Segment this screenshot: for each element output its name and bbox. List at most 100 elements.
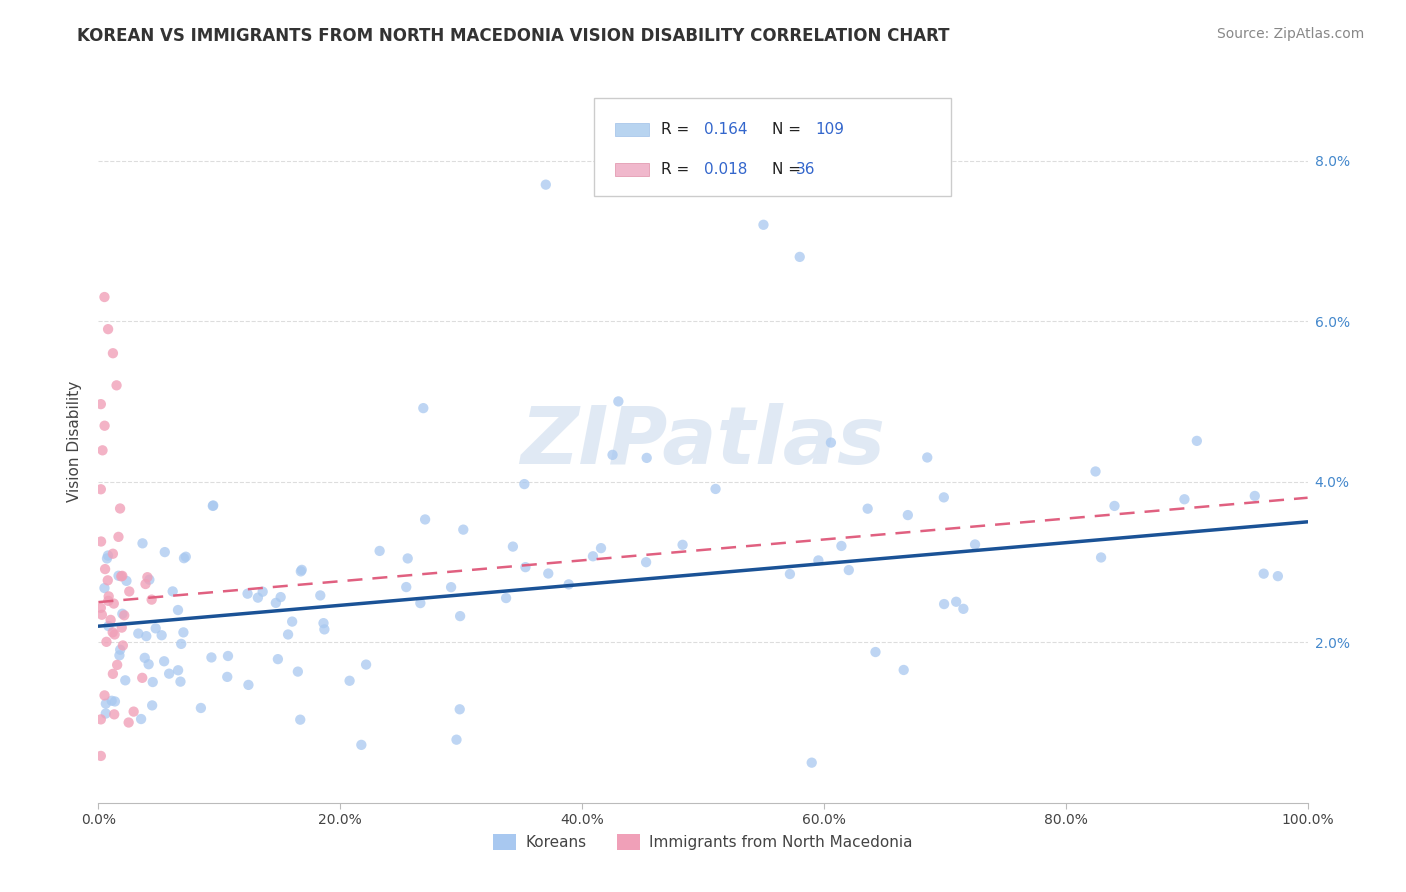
Point: [90, 712, 112, 726]
Point: [122, 705, 145, 719]
Point: [277, 627, 299, 641]
Point: [91, 443, 114, 458]
Point: [145, 621, 167, 635]
Point: [118, 715, 141, 730]
Point: [290, 713, 312, 727]
Point: [108, 501, 131, 516]
Point: [1267, 569, 1289, 583]
Point: [115, 574, 138, 588]
Text: N =: N =: [772, 162, 806, 178]
FancyBboxPatch shape: [614, 163, 648, 177]
Point: [94, 706, 117, 721]
Point: [602, 448, 624, 462]
Point: [281, 615, 304, 629]
Text: 36: 36: [796, 162, 815, 178]
Point: [789, 250, 811, 264]
Point: [150, 628, 173, 642]
Point: [1185, 434, 1208, 448]
Point: [174, 549, 197, 564]
Point: [339, 673, 361, 688]
Point: [134, 650, 156, 665]
Point: [136, 570, 159, 584]
Point: [291, 563, 314, 577]
Point: [97, 322, 120, 336]
Point: [96, 551, 118, 566]
Point: [101, 625, 124, 640]
Point: [103, 597, 125, 611]
Point: [752, 218, 775, 232]
Point: [915, 450, 938, 465]
Point: [167, 603, 190, 617]
Point: [945, 595, 967, 609]
FancyBboxPatch shape: [595, 98, 950, 196]
Point: [807, 553, 830, 567]
Text: Source: ZipAtlas.com: Source: ZipAtlas.com: [1216, 27, 1364, 41]
Point: [134, 577, 156, 591]
Point: [1243, 489, 1265, 503]
Point: [200, 650, 222, 665]
Point: [96, 635, 118, 649]
Point: [108, 642, 131, 657]
Point: [93, 418, 115, 433]
Point: [104, 694, 127, 708]
Point: [138, 657, 160, 672]
Point: [515, 560, 537, 574]
Point: [217, 648, 239, 663]
Point: [135, 629, 157, 643]
Point: [1084, 465, 1107, 479]
Text: 0.018: 0.018: [704, 162, 748, 178]
Point: [557, 577, 579, 591]
Point: [865, 645, 887, 659]
Text: KOREAN VS IMMIGRANTS FROM NORTH MACEDONIA VISION DISABILITY CORRELATION CHART: KOREAN VS IMMIGRANTS FROM NORTH MACEDONI…: [77, 27, 950, 45]
Point: [409, 596, 432, 610]
Point: [131, 671, 153, 685]
Text: 109: 109: [815, 121, 845, 136]
Point: [413, 512, 436, 526]
Point: [309, 589, 332, 603]
Point: [290, 565, 312, 579]
Point: [141, 698, 163, 713]
Point: [127, 626, 149, 640]
Point: [513, 477, 536, 491]
Point: [107, 530, 129, 544]
Point: [312, 616, 335, 631]
Point: [236, 587, 259, 601]
Point: [97, 549, 120, 563]
Point: [820, 435, 842, 450]
Point: [779, 567, 801, 582]
Point: [264, 596, 287, 610]
Point: [131, 536, 153, 550]
Point: [395, 580, 418, 594]
Point: [396, 551, 419, 566]
Point: [111, 621, 134, 635]
Point: [103, 707, 125, 722]
Point: [173, 551, 195, 566]
Point: [495, 591, 517, 605]
Point: [238, 678, 260, 692]
Point: [589, 541, 612, 555]
Point: [105, 378, 128, 392]
Point: [201, 499, 224, 513]
Point: [607, 394, 630, 409]
Point: [97, 590, 120, 604]
Point: [636, 555, 658, 569]
Point: [108, 648, 131, 663]
Point: [94, 697, 117, 711]
Point: [453, 523, 475, 537]
Text: R =: R =: [661, 162, 693, 178]
Point: [1090, 550, 1112, 565]
Point: [449, 702, 471, 716]
Point: [1104, 499, 1126, 513]
Point: [100, 613, 122, 627]
Point: [897, 508, 920, 522]
Point: [440, 580, 463, 594]
Point: [101, 547, 124, 561]
Point: [932, 491, 955, 505]
Point: [100, 694, 122, 708]
Point: [952, 602, 974, 616]
Text: N =: N =: [772, 121, 806, 136]
Point: [107, 568, 129, 582]
Text: R =: R =: [661, 121, 693, 136]
Point: [932, 597, 955, 611]
Point: [534, 178, 557, 192]
